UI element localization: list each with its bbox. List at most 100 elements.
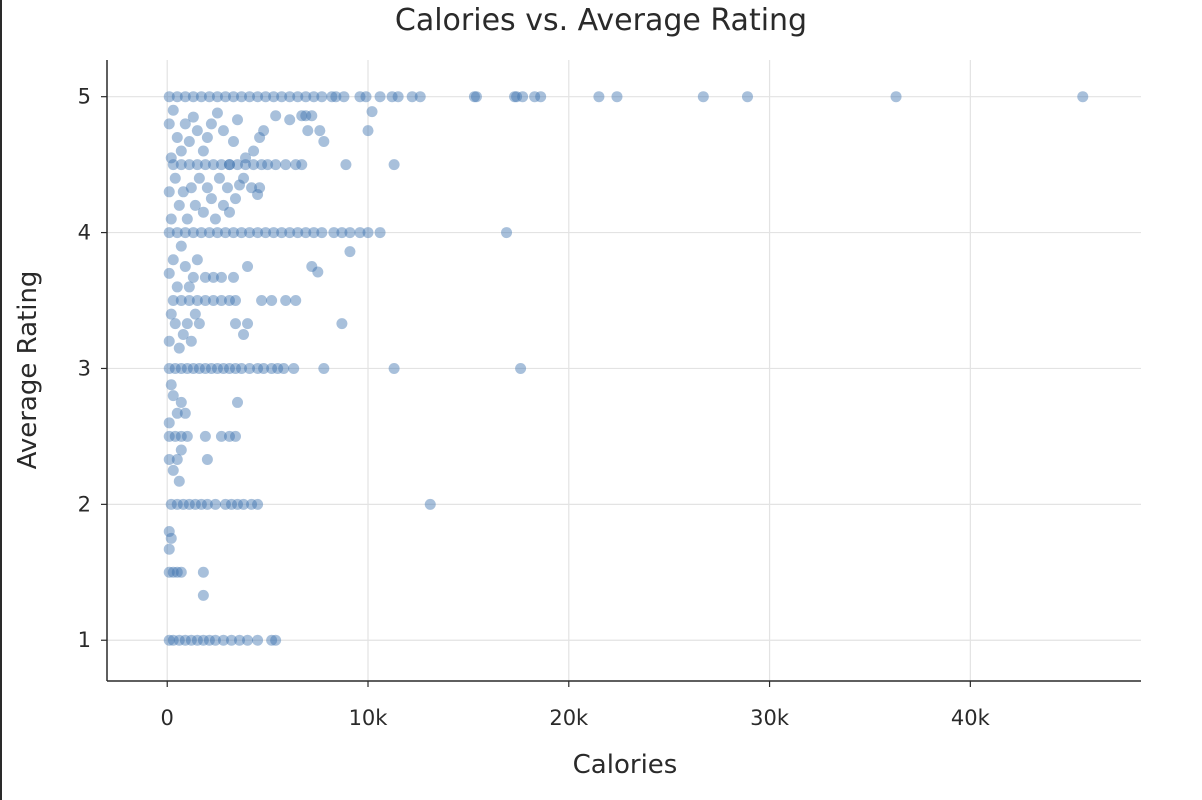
scatter-point <box>191 159 203 171</box>
scatter-point <box>195 227 207 239</box>
scatter-point <box>163 362 175 374</box>
scatter-point <box>173 199 185 211</box>
scatter-point <box>374 91 386 103</box>
scatter-point <box>219 498 231 510</box>
scatter-point <box>344 227 356 239</box>
scatter-point <box>167 634 179 646</box>
scatter-point <box>328 227 340 239</box>
scatter-point <box>201 454 213 466</box>
scatter-point <box>215 271 227 283</box>
scatter-point <box>209 498 221 510</box>
scatter-point <box>191 634 203 646</box>
scatter-point <box>197 145 209 157</box>
scatter-point <box>238 498 250 510</box>
scatter-point <box>260 227 272 239</box>
scatter-point <box>193 362 205 374</box>
scatter-point <box>254 182 266 194</box>
scatter-point <box>244 227 256 239</box>
scatter-point <box>213 172 225 184</box>
axes-layer <box>106 60 1141 682</box>
scatter-point <box>223 159 235 171</box>
scatter-point <box>292 91 304 103</box>
scatter-point <box>227 91 239 103</box>
scatter-point <box>308 227 320 239</box>
scatter-point <box>171 566 183 578</box>
scatter-point <box>223 430 235 442</box>
scatter-point <box>175 444 187 456</box>
scatter-point <box>280 295 292 307</box>
scatter-point <box>1077 91 1089 103</box>
scatter-point <box>175 362 187 374</box>
scatter-point <box>199 430 211 442</box>
scatter-point <box>183 136 195 148</box>
scatter-point <box>187 362 199 374</box>
scatter-point <box>229 193 241 205</box>
scatter-point <box>392 91 404 103</box>
scatter-point <box>501 227 513 239</box>
scatter-point <box>217 125 229 137</box>
scatter-point <box>266 295 278 307</box>
scatter-point <box>242 318 254 330</box>
scatter-point <box>183 159 195 171</box>
scatter-point <box>366 106 378 118</box>
scatter-point <box>529 91 541 103</box>
scatter-point <box>193 318 205 330</box>
scatter-point <box>248 159 260 171</box>
scatter-point <box>225 634 237 646</box>
scatter-point <box>215 295 227 307</box>
scatter-point <box>232 498 244 510</box>
scatter-point <box>223 206 235 218</box>
scatter-point <box>171 91 183 103</box>
scatter-point <box>199 271 211 283</box>
scatter-point <box>697 91 709 103</box>
scatter-point <box>227 136 239 148</box>
scatter-point <box>300 91 312 103</box>
scatter-point <box>189 199 201 211</box>
scatter-point <box>290 159 302 171</box>
scatter-point <box>260 91 272 103</box>
scatter-point <box>163 227 175 239</box>
scatter-point <box>199 295 211 307</box>
scatter-point <box>318 136 330 148</box>
scatter-point <box>179 227 191 239</box>
scatter-point <box>179 91 191 103</box>
scatter-point <box>207 295 219 307</box>
scatter-point <box>209 634 221 646</box>
scatter-point <box>169 362 181 374</box>
scatter-point <box>312 266 324 278</box>
scatter-point <box>300 227 312 239</box>
scatter-point <box>173 634 185 646</box>
scatter-point <box>181 318 193 330</box>
points-layer <box>163 91 1089 646</box>
scatter-point <box>593 91 605 103</box>
scatter-point <box>223 362 235 374</box>
scatter-point <box>165 308 177 320</box>
scatter-point <box>185 335 197 347</box>
scatter-point <box>171 131 183 143</box>
scatter-point <box>175 396 187 408</box>
scatter-point <box>252 634 264 646</box>
scatter-point <box>175 240 187 252</box>
scatter-point <box>195 91 207 103</box>
scatter-point <box>232 114 244 126</box>
scatter-point <box>509 91 521 103</box>
scatter-point <box>187 91 199 103</box>
scatter-point <box>193 172 205 184</box>
scatter-point <box>221 182 233 194</box>
scatter-point <box>234 179 246 191</box>
scatter-point <box>197 206 209 218</box>
scatter-point <box>511 91 523 103</box>
scatter-point <box>197 634 209 646</box>
y-tick-label: 5 <box>78 85 91 109</box>
scatter-point <box>515 362 527 374</box>
scatter-point <box>217 362 229 374</box>
scatter-point <box>232 159 244 171</box>
scatter-point <box>232 396 244 408</box>
scatter-point <box>215 430 227 442</box>
scatter-point <box>252 362 264 374</box>
scatter-point <box>169 172 181 184</box>
scatter-point <box>195 498 207 510</box>
scatter-point <box>318 362 330 374</box>
scatter-point <box>223 159 235 171</box>
